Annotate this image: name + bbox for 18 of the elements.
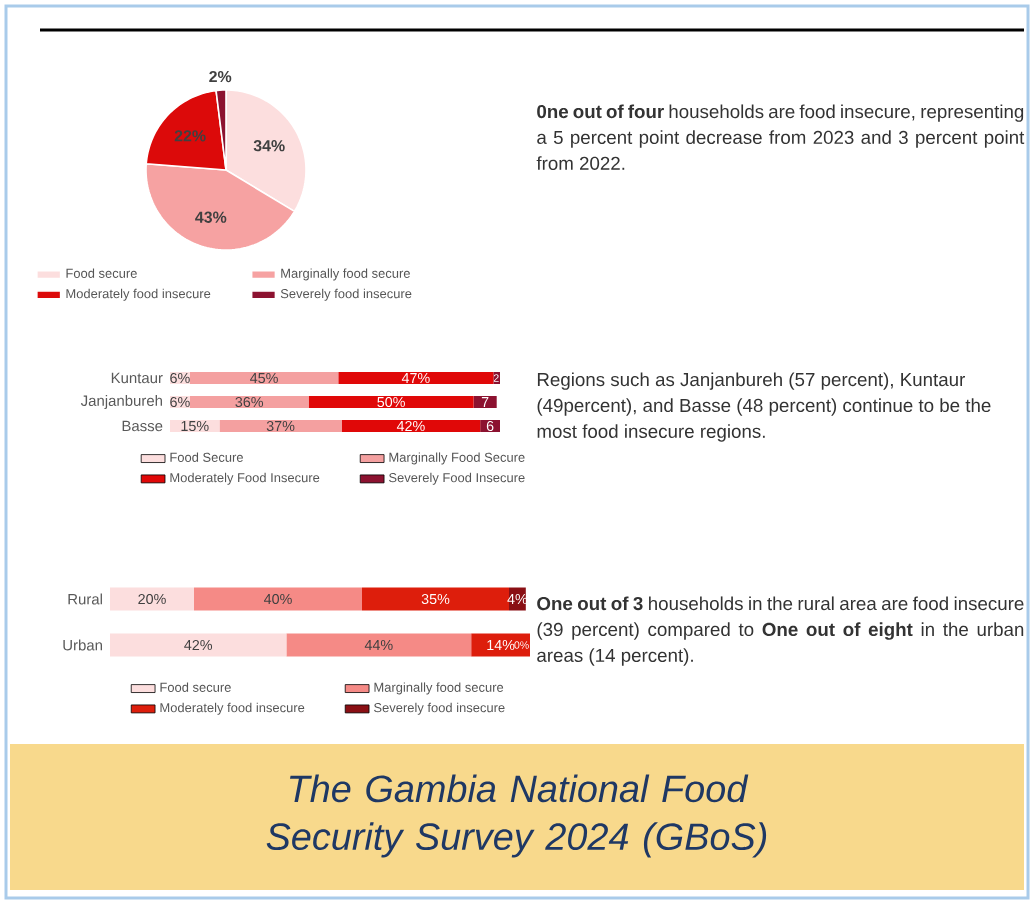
bar [219,420,342,433]
bar [338,372,494,385]
text: The Gambia National Food Security Survey 2024 (GBoS) [266,774,767,858]
text: Regions such as Janjanbureh (57 percent), Kuntaur (49percent), and Basse (48 percent) continue to be the most food insecure regions. [537,372,991,442]
bar [110,587,194,611]
bar [471,633,530,657]
bar [189,396,309,409]
bar [286,633,472,657]
text: One out of 3 households in the rural area are food insecure (39 percent) compared to One out of eight in the urban areas (14 percent). [537,596,1024,666]
bar [308,396,474,409]
bar [110,633,287,657]
bar [189,372,339,385]
bar [480,420,500,433]
bar [194,587,362,611]
bar [473,396,497,409]
text: 0ne out of four households are food insecure, representing a 5 percent point decrease from 2023 and 3 percent point from 2022. [536,104,1025,170]
bar [341,420,481,433]
bar [362,587,509,611]
